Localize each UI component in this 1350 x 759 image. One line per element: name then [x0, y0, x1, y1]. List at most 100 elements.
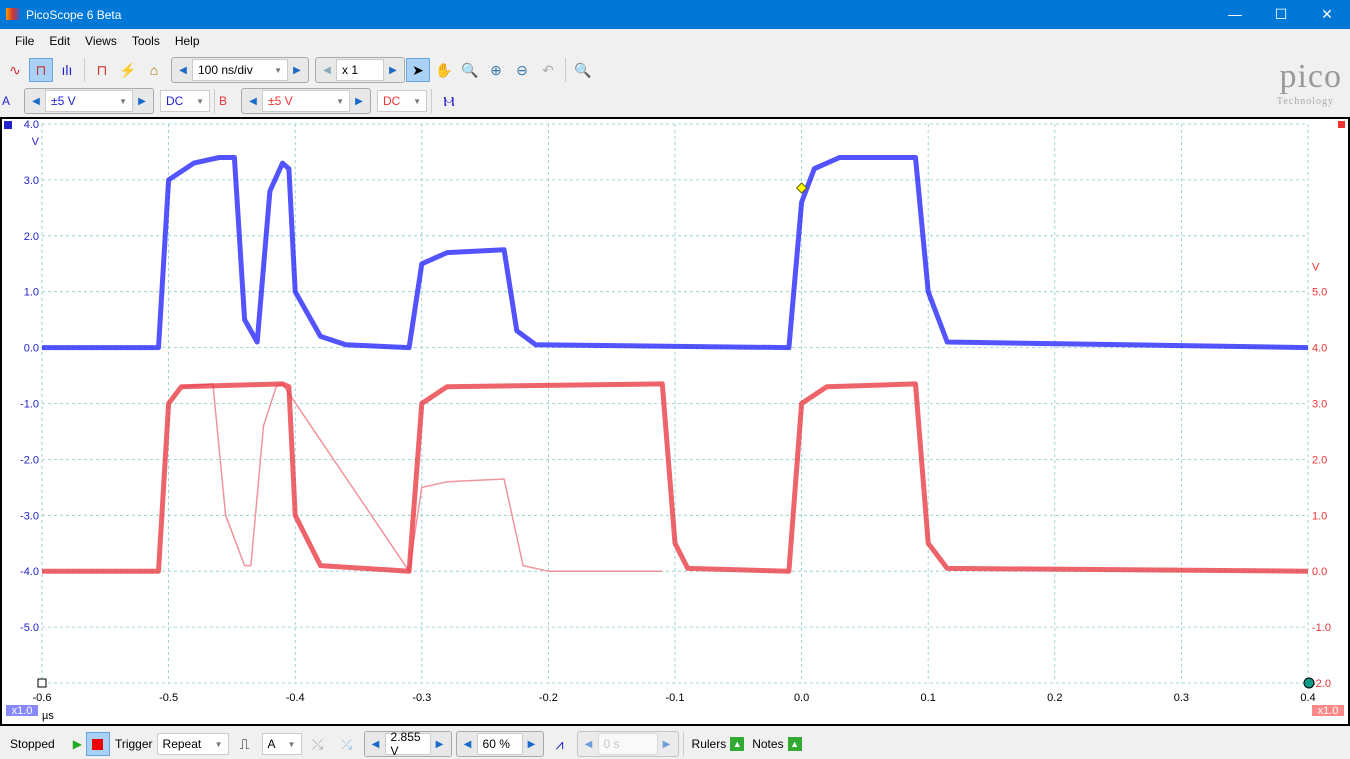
channel-toolbar: A ◀ ±5 V ▶ DC B ◀ ±5 V ▶ DC Ⲙ [2, 87, 462, 115]
pretrigger-increase[interactable]: ▶ [527, 738, 536, 750]
zoom-overview-icon[interactable]: 🔍 [574, 61, 592, 78]
falling-edge-icon[interactable]: ⤰ [340, 735, 353, 752]
channel-b-coupling-select[interactable]: DC [377, 90, 427, 112]
menu-bar: File Edit Views Tools Help [0, 30, 1350, 52]
delay-field[interactable]: 0 s [597, 733, 658, 755]
rulers-expand-icon[interactable]: ▲ [730, 737, 745, 751]
zoom-increase[interactable]: ▶ [389, 64, 397, 76]
right-tick-label: -2.0 [1312, 678, 1331, 690]
status-bar: Stopped ▶ Trigger Repeat ⎍ A ⤯ ⤰ ◀ 2.855… [0, 729, 1350, 759]
channel-b-label[interactable]: B [219, 94, 228, 108]
close-button[interactable]: ✕ [1321, 6, 1333, 22]
trigger-label: Trigger [114, 737, 153, 751]
pointer-tool-icon[interactable]: ➤ [406, 58, 430, 82]
delay-increase[interactable]: ▶ [662, 738, 671, 750]
channel-a-label[interactable]: A [2, 94, 11, 108]
channel-a-axis-marker [4, 121, 12, 129]
math-channels-icon[interactable]: Ⲙ [443, 92, 455, 109]
left-tick-label: 1.0 [24, 287, 39, 299]
menu-edit[interactable]: Edit [49, 34, 71, 48]
menu-file[interactable]: File [15, 34, 35, 48]
trigger-mode-select[interactable]: Repeat [156, 733, 229, 755]
hand-tool-icon[interactable]: ✋ [435, 61, 453, 78]
trigger-edge-icon[interactable]: ⎍ [239, 735, 250, 752]
zoom-out-icon[interactable]: ⊖ [516, 61, 528, 78]
rising-edge-icon[interactable]: ⤯ [311, 735, 324, 752]
threshold-field[interactable]: 2.855 V [384, 730, 431, 758]
notes-label[interactable]: Notes [752, 737, 784, 751]
rulers-label[interactable]: Rulers [691, 737, 727, 751]
run-state: Stopped [10, 737, 55, 751]
maximize-button[interactable]: ☐ [1274, 6, 1288, 22]
threshold-increase[interactable]: ▶ [435, 738, 444, 750]
spectrum-mode-icon[interactable]: ılı [61, 62, 73, 78]
menu-tools[interactable]: Tools [131, 34, 160, 48]
x-tick-label: -0.2 [539, 692, 558, 704]
channel-a-range-select[interactable]: ±5 V [45, 90, 133, 112]
left-tick-label: 0.0 [24, 343, 39, 355]
threshold-decrease[interactable]: ◀ [371, 738, 380, 750]
right-tick-label: 5.0 [1312, 287, 1327, 299]
delay-decrease[interactable]: ◀ [584, 738, 593, 750]
signal-generator-icon[interactable]: ⊓ [96, 61, 108, 78]
notes-expand-icon[interactable]: ▲ [787, 737, 802, 751]
left-tick-label: -4.0 [20, 566, 39, 578]
channel-b-range-decrease[interactable]: ◀ [249, 95, 257, 107]
waveform-channel-a [42, 155, 1309, 351]
right-tick-label: 3.0 [1312, 399, 1327, 411]
channel-b-axis-marker [1338, 121, 1345, 128]
pretrigger-field[interactable]: 60 % [476, 733, 523, 755]
zoom-badge-right-text: x1.0 [1318, 705, 1339, 717]
zoom-field[interactable]: x 1 [336, 59, 384, 81]
zoom-area-icon[interactable]: 🔍 [461, 61, 479, 78]
x-axis-unit: µs [42, 710, 54, 722]
x-tick-label: -0.6 [33, 692, 52, 704]
scope-chart[interactable]: -0.6 -0.5 -0.4 -0.3 -0.2 -0.1 0.0 0.1 0.2 0.3 0.4 µ… [2, 119, 1348, 724]
right-axis-unit: V [1312, 262, 1320, 274]
trigger-marker-icon [795, 182, 808, 194]
stop-icon[interactable] [85, 732, 110, 756]
scope-view[interactable]: -0.6 -0.5 -0.4 -0.3 -0.2 -0.1 0.0 0.1 0.2 0.3 0.4 µ… [0, 117, 1350, 726]
x-tick-label: -0.4 [286, 692, 305, 704]
x-tick-label: 0.3 [1174, 692, 1189, 704]
home-icon[interactable]: ⌂ [149, 62, 159, 78]
main-toolbar: ∿ ⊓ ılı ⊓ ⚡ ⌂ ◀ 100 ns/div ▶ ◀ x 1 ▶ ➤ ✋… [2, 56, 596, 84]
auto-setup-icon[interactable]: ⚡ [119, 61, 137, 78]
x-tick-label: 0.2 [1047, 692, 1062, 704]
trigger-channel-select[interactable]: A [261, 733, 302, 755]
zoom-in-icon[interactable]: ⊕ [490, 61, 502, 78]
left-tick-label: -5.0 [20, 622, 39, 634]
x-tick-label: -0.5 [159, 692, 178, 704]
channel-a-range-decrease[interactable]: ◀ [32, 95, 40, 107]
pretrigger-decrease[interactable]: ◀ [463, 738, 472, 750]
right-tick-label: 2.0 [1312, 454, 1327, 466]
channel-b-range-select[interactable]: ±5 V [262, 90, 350, 112]
persistence-mode-icon[interactable]: ⊓ [29, 58, 53, 82]
undo-zoom-icon[interactable]: ↶ [542, 61, 554, 78]
x-tick-label: 0.0 [794, 692, 809, 704]
right-tick-label: 4.0 [1312, 343, 1327, 355]
channel-a-coupling-select[interactable]: DC [160, 90, 210, 112]
timebase-select[interactable]: 100 ns/div [192, 59, 288, 81]
scope-mode-icon[interactable]: ∿ [9, 61, 21, 78]
menu-help[interactable]: Help [174, 34, 200, 48]
zoom-badge-right [1312, 705, 1344, 716]
zoom-badge-left [6, 705, 38, 716]
advanced-trigger-icon[interactable]: ⩘ [555, 735, 564, 752]
left-axis-unit: V [32, 136, 40, 148]
channel-a-range-increase[interactable]: ▶ [138, 95, 146, 107]
menu-views[interactable]: Views [85, 34, 117, 48]
left-tick-label: -2.0 [20, 454, 39, 466]
pico-logo: pico Technology [1276, 58, 1342, 107]
channel-b-range-increase[interactable]: ▶ [355, 95, 363, 107]
minimize-button[interactable]: — [1228, 6, 1242, 22]
waveform-channel-b [42, 381, 1309, 574]
left-tick-label: -3.0 [20, 510, 39, 522]
right-tick-label: 1.0 [1312, 510, 1327, 522]
x-tick-label: -0.1 [666, 692, 685, 704]
right-ruler-handle [1303, 677, 1315, 689]
start-icon[interactable]: ▶ [72, 737, 82, 751]
timebase-increase[interactable]: ▶ [293, 64, 301, 76]
zoom-decrease[interactable]: ◀ [323, 64, 331, 76]
timebase-decrease[interactable]: ◀ [179, 64, 187, 76]
